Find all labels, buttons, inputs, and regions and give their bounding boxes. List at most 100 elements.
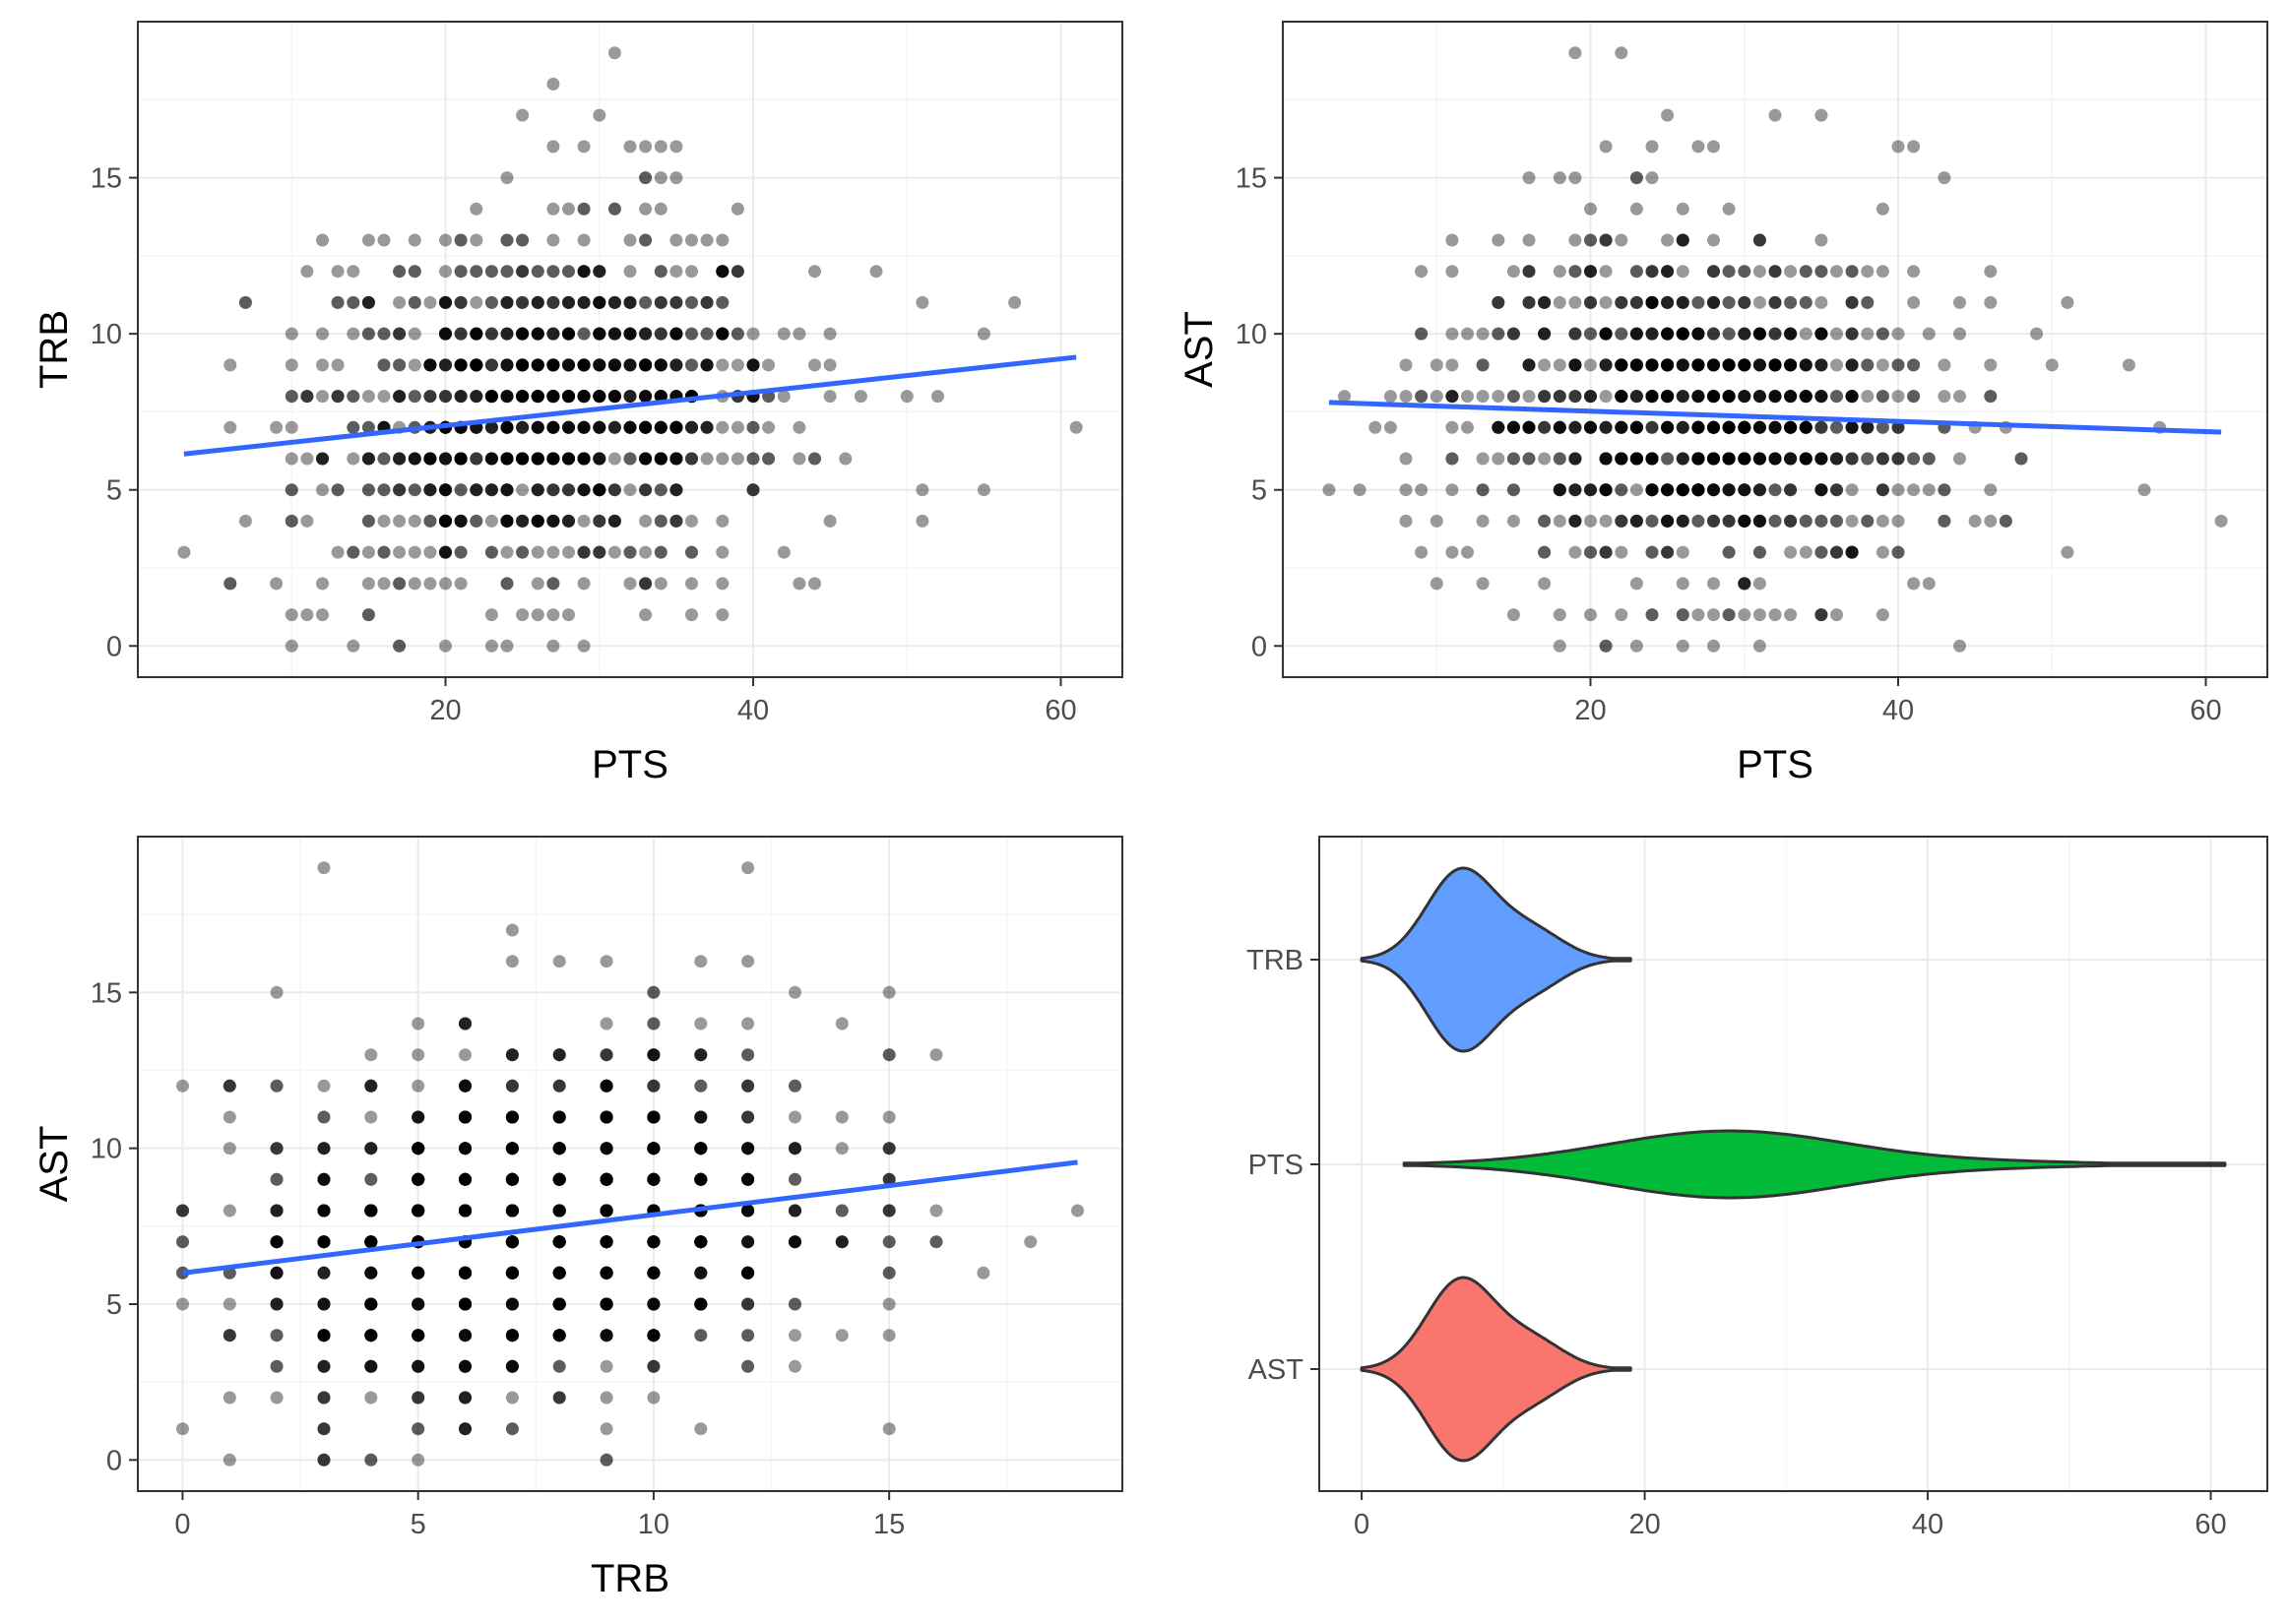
data-point xyxy=(716,327,730,341)
data-point xyxy=(1784,514,1798,528)
data-point xyxy=(741,1142,755,1156)
data-point xyxy=(716,327,730,341)
data-point xyxy=(454,514,468,528)
data-point xyxy=(639,327,653,341)
data-point xyxy=(577,358,591,372)
data-point xyxy=(639,452,653,466)
data-point xyxy=(1768,452,1782,466)
data-point xyxy=(882,1422,896,1436)
data-point xyxy=(454,358,468,372)
data-point xyxy=(454,452,468,466)
data-point xyxy=(669,420,683,434)
data-point xyxy=(562,390,575,404)
data-point xyxy=(546,327,560,341)
data-point xyxy=(593,390,606,404)
data-point xyxy=(1722,452,1736,466)
data-point xyxy=(1876,390,1889,404)
data-point xyxy=(2030,327,2044,341)
data-point xyxy=(1722,390,1736,404)
data-point xyxy=(577,545,591,559)
data-point xyxy=(546,358,560,372)
data-point xyxy=(562,545,575,559)
data-point xyxy=(546,483,560,497)
data-point xyxy=(593,483,606,497)
data-point xyxy=(685,358,698,372)
data-point xyxy=(1645,420,1659,434)
data-point xyxy=(531,420,544,434)
data-point xyxy=(484,483,498,497)
data-point xyxy=(423,483,437,497)
data-point xyxy=(1599,265,1613,279)
data-point xyxy=(546,358,560,372)
data-point xyxy=(552,1297,566,1311)
data-point xyxy=(746,358,760,372)
data-point xyxy=(454,514,468,528)
data-point xyxy=(1615,295,1628,309)
data-point xyxy=(1722,390,1736,404)
data-point xyxy=(808,452,821,466)
data-point xyxy=(1707,327,1720,341)
data-point xyxy=(1722,358,1736,372)
data-point xyxy=(408,327,421,341)
data-point xyxy=(1599,420,1613,434)
data-point xyxy=(531,358,544,372)
data-point xyxy=(1830,483,1843,497)
data-point xyxy=(1661,390,1675,404)
data-point xyxy=(1629,171,1643,185)
data-point xyxy=(639,420,653,434)
data-point xyxy=(516,390,530,404)
data-point xyxy=(1752,514,1766,528)
data-point xyxy=(516,358,530,372)
data-point xyxy=(1691,608,1705,622)
data-point xyxy=(1629,452,1643,466)
data-point xyxy=(484,265,498,279)
data-point xyxy=(516,390,530,404)
data-point xyxy=(412,1297,425,1311)
data-point xyxy=(731,202,744,216)
data-point xyxy=(1845,483,1859,497)
data-point xyxy=(531,514,544,528)
data-point xyxy=(1691,452,1705,466)
data-point xyxy=(500,358,514,372)
data-point xyxy=(1845,390,1859,404)
data-point xyxy=(546,327,560,341)
data-point xyxy=(1584,483,1597,497)
data-point xyxy=(647,1329,661,1343)
y-axis-title: AST xyxy=(1177,311,1221,388)
data-point xyxy=(484,420,498,434)
data-point xyxy=(562,265,575,279)
data-point xyxy=(1752,327,1766,341)
data-point xyxy=(669,327,683,341)
data-point xyxy=(1768,390,1782,404)
data-point xyxy=(423,483,437,497)
data-point xyxy=(694,1297,708,1311)
data-point xyxy=(1707,358,1720,372)
data-point xyxy=(1522,171,1536,185)
data-point xyxy=(500,358,514,372)
data-point xyxy=(746,420,760,434)
data-point xyxy=(1845,358,1859,372)
data-point xyxy=(562,358,575,372)
data-point xyxy=(546,452,560,466)
data-point xyxy=(270,1235,284,1249)
data-point xyxy=(639,233,653,247)
data-point xyxy=(854,390,867,404)
data-point xyxy=(562,358,575,372)
data-point xyxy=(1738,420,1751,434)
data-point xyxy=(361,295,375,309)
y-tick-label: 0 xyxy=(1251,631,1267,662)
data-point xyxy=(1584,295,1597,309)
data-point xyxy=(516,545,530,559)
data-point xyxy=(593,514,606,528)
data-point xyxy=(607,295,621,309)
data-point xyxy=(731,265,744,279)
data-point xyxy=(607,452,621,466)
data-point xyxy=(669,452,683,466)
data-point xyxy=(1661,483,1675,497)
data-point xyxy=(593,390,606,404)
data-point xyxy=(1814,390,1828,404)
data-point xyxy=(1568,483,1582,497)
data-point xyxy=(623,420,637,434)
